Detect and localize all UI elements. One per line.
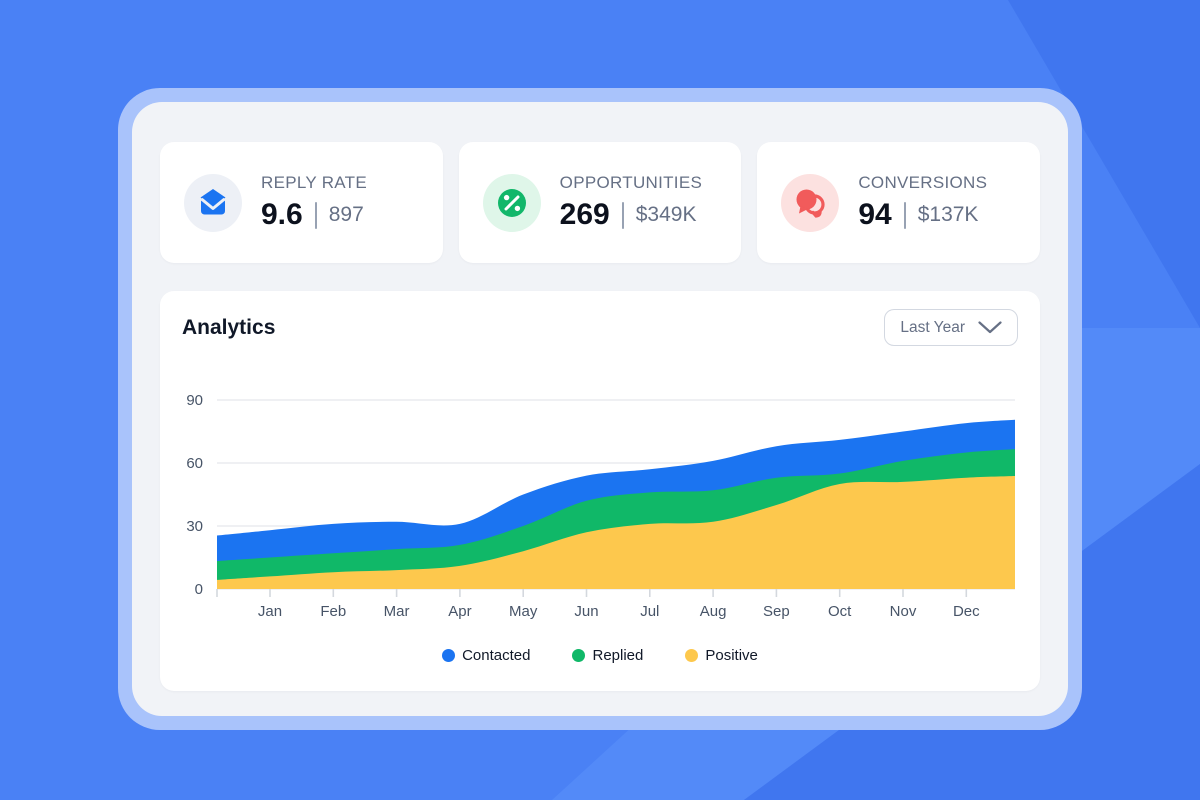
legend-item-contacted: Contacted — [442, 647, 530, 664]
svg-text:Sep: Sep — [763, 603, 790, 620]
svg-text:Jan: Jan — [258, 603, 282, 620]
chat-icon — [781, 173, 840, 232]
stats-row: REPLY RATE 9.6 897 — [160, 142, 1041, 263]
svg-text:Feb: Feb — [320, 603, 346, 620]
stat-card-opportunities: OPPORTUNITIES 269 $349K — [458, 142, 742, 263]
stat-divider — [314, 201, 317, 229]
svg-text:Nov: Nov — [890, 603, 917, 620]
svg-text:May: May — [509, 603, 538, 620]
stat-label: REPLY RATE — [261, 173, 367, 192]
dashboard-frame: REPLY RATE 9.6 897 — [118, 88, 1082, 730]
percent-icon — [482, 173, 541, 232]
chevron-down-icon — [978, 321, 1002, 334]
stat-secondary-value: 897 — [328, 203, 364, 226]
stat-card-conversions: CONVERSIONS 94 $137K — [757, 142, 1041, 263]
stat-divider — [903, 201, 906, 229]
chart-svg: 0 30 60 90 Jan Feb Mar Apr May Jun Jul Aug Sep Oct Nov… — [186, 392, 1015, 620]
analytics-chart: 0 30 60 90 Jan Feb Mar Apr May Jun Jul Aug Sep Oct Nov… — [182, 381, 1018, 626]
analytics-header: Analytics Last Year — [182, 309, 1018, 346]
chart-legend: Contacted Replied Positive — [182, 647, 1018, 664]
stat-secondary-value: $349K — [635, 203, 697, 226]
svg-text:Oct: Oct — [828, 603, 852, 620]
dashboard-panel: REPLY RATE 9.6 897 — [132, 102, 1068, 716]
svg-text:Mar: Mar — [384, 603, 410, 620]
range-selector-value: Last Year — [900, 318, 965, 336]
svg-text:90: 90 — [186, 392, 203, 409]
stat-value: 9.6 — [261, 198, 303, 231]
mail-icon — [184, 173, 242, 232]
svg-text:0: 0 — [195, 581, 203, 598]
stat-divider — [621, 201, 624, 229]
legend-item-replied: Replied — [572, 647, 643, 664]
stat-card-reply-rate: REPLY RATE 9.6 897 — [160, 142, 443, 263]
analytics-card: Analytics Last Year 0 30 60 90 Jan Feb Mar Apr M… — [160, 291, 1040, 691]
stat-label: OPPORTUNITIES — [559, 173, 703, 192]
legend-dot — [685, 649, 699, 662]
svg-text:30: 30 — [186, 518, 203, 535]
svg-text:Dec: Dec — [953, 603, 980, 620]
svg-text:Apr: Apr — [448, 603, 471, 620]
svg-text:Jun: Jun — [574, 603, 598, 620]
svg-text:Jul: Jul — [640, 603, 659, 620]
stat-value: 94 — [858, 198, 892, 231]
legend-label: Positive — [705, 647, 758, 664]
stat-secondary-value: $137K — [917, 203, 979, 226]
stat-value: 269 — [559, 198, 610, 231]
legend-item-positive: Positive — [685, 647, 758, 664]
range-selector-dropdown[interactable]: Last Year — [884, 309, 1018, 346]
stat-label: CONVERSIONS — [858, 173, 988, 192]
svg-text:Aug: Aug — [700, 603, 727, 620]
svg-text:60: 60 — [186, 455, 203, 472]
legend-label: Replied — [592, 647, 644, 664]
legend-dot — [572, 649, 586, 662]
legend-label: Contacted — [462, 647, 531, 664]
analytics-title: Analytics — [182, 315, 276, 339]
legend-dot — [442, 649, 456, 662]
